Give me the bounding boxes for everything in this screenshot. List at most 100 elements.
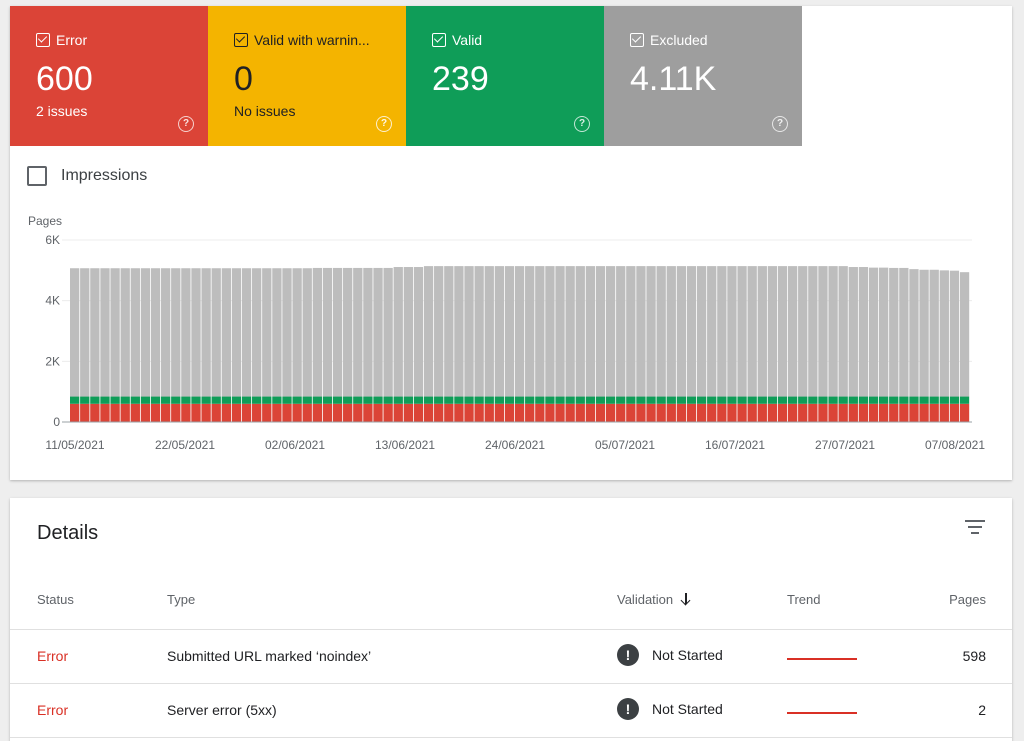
arrow-down-icon bbox=[681, 593, 691, 605]
bar-segment bbox=[70, 268, 80, 397]
tile-excluded[interactable]: Excluded 4.11K ? bbox=[604, 6, 802, 146]
bar-segment bbox=[484, 396, 494, 404]
bar-segment bbox=[929, 396, 939, 404]
checkbox-unchecked-icon[interactable] bbox=[27, 166, 47, 186]
bar-segment bbox=[737, 266, 747, 397]
bar-segment bbox=[150, 268, 161, 397]
bar-segment bbox=[252, 268, 262, 397]
bar-segment bbox=[767, 396, 778, 404]
trend-sparkline bbox=[787, 712, 857, 714]
bar-segment bbox=[110, 268, 120, 397]
checkbox-checked-icon[interactable] bbox=[432, 33, 446, 47]
bar-segment bbox=[565, 403, 575, 422]
bar-segment bbox=[646, 403, 656, 422]
bar-segment bbox=[565, 396, 575, 404]
bar-segment bbox=[221, 268, 231, 397]
bar-segment bbox=[423, 266, 434, 397]
bar-segment bbox=[939, 270, 949, 397]
help-icon[interactable]: ? bbox=[772, 116, 788, 132]
tile-error[interactable]: Error 600 2 issues ? bbox=[10, 6, 208, 146]
bar-segment bbox=[696, 403, 707, 422]
bar-segment bbox=[181, 268, 191, 397]
impressions-toggle[interactable]: Impressions bbox=[27, 166, 147, 186]
bar-segment bbox=[646, 396, 656, 404]
bar-segment bbox=[504, 266, 515, 397]
help-icon[interactable]: ? bbox=[178, 116, 194, 132]
bar-segment bbox=[929, 403, 939, 422]
bar-segment bbox=[767, 266, 778, 397]
bar-segment bbox=[514, 396, 525, 404]
bar-segment bbox=[140, 268, 151, 397]
bar-segment bbox=[363, 396, 373, 404]
bar-segment bbox=[656, 266, 666, 397]
tile-valid-with-warnings[interactable]: Valid with warnin... 0 No issues ? bbox=[208, 6, 406, 146]
bar-segment bbox=[858, 403, 869, 422]
help-icon[interactable]: ? bbox=[376, 116, 392, 132]
bar-segment bbox=[413, 267, 424, 397]
header-validation[interactable]: Validation bbox=[617, 592, 691, 607]
table-row[interactable]: Error Server error (5xx) ! Not Started 2 bbox=[10, 684, 1012, 738]
header-status[interactable]: Status bbox=[37, 592, 74, 607]
filter-icon[interactable] bbox=[964, 520, 986, 538]
tile-label: Valid with warnin... bbox=[254, 32, 370, 48]
bar-segment bbox=[848, 403, 858, 422]
bar-segment bbox=[919, 269, 929, 397]
bar-segment bbox=[211, 268, 221, 397]
bar-segment bbox=[262, 268, 272, 397]
bar-segment bbox=[302, 268, 312, 397]
bar-segment bbox=[737, 403, 747, 422]
bar-segment bbox=[818, 396, 828, 404]
bar-segment bbox=[120, 396, 130, 404]
bar-segment bbox=[757, 266, 767, 397]
bar-segment bbox=[575, 396, 585, 404]
bar-segment bbox=[282, 396, 292, 404]
bar-segment bbox=[343, 396, 353, 404]
bar-segment bbox=[899, 396, 909, 404]
x-tick-label: 11/05/2021 bbox=[45, 438, 104, 452]
row-type: Server error (5xx) bbox=[167, 702, 277, 718]
bar-segment bbox=[878, 403, 889, 422]
bar-segment bbox=[707, 266, 717, 397]
details-card: Details Status Type Validation Trend Pag… bbox=[10, 498, 1012, 741]
table-row[interactable]: Error Submitted URL marked ‘noindex’ ! No… bbox=[10, 630, 1012, 684]
bar-segment bbox=[302, 403, 312, 422]
bar-segment bbox=[464, 396, 474, 404]
row-status: Error bbox=[37, 702, 69, 718]
bar-segment bbox=[747, 266, 757, 397]
x-tick-label: 05/07/2021 bbox=[595, 438, 655, 452]
bar-segment bbox=[393, 396, 403, 404]
bar-segment bbox=[727, 396, 737, 404]
header-pages[interactable]: Pages bbox=[949, 592, 986, 607]
checkbox-checked-icon[interactable] bbox=[36, 33, 50, 47]
bar-segment bbox=[403, 396, 414, 404]
tile-value: 0 bbox=[234, 60, 253, 98]
trend-sparkline bbox=[787, 658, 857, 660]
bar-segment bbox=[120, 268, 130, 397]
y-tick-label: 6K bbox=[45, 233, 60, 247]
bar-segment bbox=[909, 403, 919, 422]
bar-segment bbox=[757, 403, 767, 422]
bar-segment bbox=[777, 266, 788, 397]
bar-segment bbox=[504, 396, 515, 404]
x-tick-label: 16/07/2021 bbox=[705, 438, 765, 452]
header-type[interactable]: Type bbox=[167, 592, 196, 607]
exclamation-icon: ! bbox=[617, 698, 639, 720]
bar-segment bbox=[616, 403, 626, 422]
checkbox-checked-icon[interactable] bbox=[630, 33, 644, 47]
bar-segment bbox=[737, 396, 747, 404]
bar-segment bbox=[717, 396, 727, 404]
bar-segment bbox=[231, 403, 242, 422]
bar-segment bbox=[282, 268, 292, 397]
bar-segment bbox=[100, 396, 110, 404]
header-validation-label: Validation bbox=[617, 592, 674, 607]
bar-segment bbox=[150, 403, 161, 422]
tile-valid[interactable]: Valid 239 ? bbox=[406, 6, 604, 146]
help-icon[interactable]: ? bbox=[574, 116, 590, 132]
bar-segment bbox=[585, 266, 596, 397]
bar-segment bbox=[383, 267, 393, 397]
header-trend[interactable]: Trend bbox=[787, 592, 821, 607]
checkbox-checked-icon[interactable] bbox=[234, 33, 248, 47]
bar-segment bbox=[575, 266, 585, 397]
bar-segment bbox=[605, 403, 616, 422]
bar-segment bbox=[828, 403, 838, 422]
